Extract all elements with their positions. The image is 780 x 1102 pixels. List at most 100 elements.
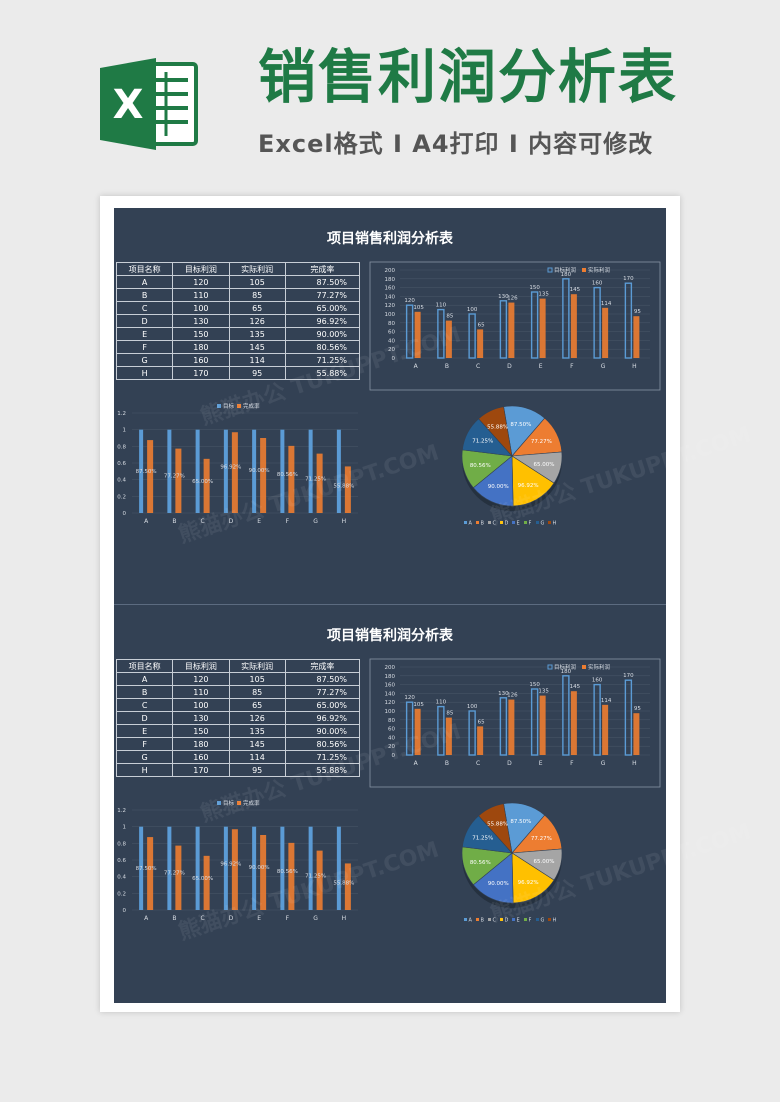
- legend-label: E: [517, 918, 520, 924]
- data-label: 110: [436, 700, 447, 706]
- banner-header: X 销售利润分析表 Excel格式 I A4打印 I 内容可修改: [0, 0, 780, 200]
- table-row: A 120 105 87.50%: [115, 275, 361, 289]
- table-cell: E: [115, 327, 174, 341]
- legend-swatch: [488, 521, 491, 524]
- bar-target: [139, 429, 144, 513]
- data-label: 150: [529, 682, 540, 688]
- bar-actual: [477, 726, 484, 755]
- table-cell: 145: [228, 737, 286, 751]
- table-row: G 160 114 71.25%: [115, 750, 361, 764]
- table-cell: 65: [228, 301, 286, 315]
- pie-data-label: 65.00%: [534, 859, 555, 865]
- bar-actual: [508, 699, 515, 755]
- pie-data-label: 90.00%: [488, 484, 509, 490]
- bar-rate: [288, 445, 295, 513]
- column-header: 项目名称: [115, 262, 174, 276]
- y-tick-label: 20: [388, 744, 395, 750]
- table-cell: 55.88%: [284, 763, 361, 777]
- table-cell: 71.25%: [284, 750, 361, 764]
- bar-rate: [203, 458, 210, 513]
- table-row: H 170 95 55.88%: [115, 763, 361, 777]
- table-cell: A: [115, 672, 174, 686]
- table-cell: 96.92%: [284, 314, 361, 328]
- bar-actual: [539, 695, 546, 755]
- y-tick-label: 0: [392, 356, 396, 362]
- legend-swatch: [237, 404, 241, 408]
- table-cell: B: [115, 288, 174, 302]
- bar-rate: [260, 438, 267, 513]
- y-tick-label: 0: [123, 511, 127, 517]
- x-tick-label: D: [229, 518, 234, 525]
- y-tick-label: 1: [123, 825, 127, 831]
- y-tick-label: 80: [388, 321, 395, 327]
- legend-label: H: [553, 918, 557, 924]
- legend-label: F: [529, 918, 532, 924]
- bar-target: [405, 701, 414, 756]
- table-cell: 95: [228, 763, 286, 777]
- x-tick-label: H: [342, 915, 347, 922]
- data-label: 135: [538, 292, 549, 298]
- data-label: 65.00%: [192, 876, 213, 882]
- y-tick-label: 0.6: [117, 858, 126, 864]
- column-header: 完成率: [284, 262, 361, 276]
- table-cell: 135: [228, 724, 286, 738]
- pie-slice: [478, 406, 513, 457]
- rate-bar-chart: 0 0.2 0.4 0.6 0.8 1 1.2 87.50% A 77.27% B 65.00% C 96…: [117, 799, 358, 922]
- table-cell: 80.56%: [284, 737, 361, 751]
- legend-swatch: [237, 801, 241, 805]
- x-tick-label: F: [570, 760, 574, 767]
- legend-swatch: [547, 664, 553, 670]
- data-label: 145: [570, 287, 581, 293]
- table-cell: 77.27%: [284, 288, 361, 302]
- y-tick-label: 0.4: [117, 478, 126, 484]
- pie-data-label: 65.00%: [534, 462, 555, 468]
- column-header: 目标利润: [172, 262, 230, 276]
- pie-data-label: 55.88%: [487, 424, 508, 430]
- bar-actual: [508, 302, 515, 358]
- table-cell: 126: [228, 711, 286, 725]
- table-cell: 85: [228, 685, 286, 699]
- data-label: 105: [413, 702, 424, 708]
- pie-data-label: 96.92%: [518, 880, 539, 886]
- profit-table: 项目名称 目标利润 实际利润 完成率 A 120 105 87.50% B 110 85 77.27%…: [115, 262, 361, 380]
- data-label: 90.00%: [249, 865, 270, 871]
- profit-bar-chart: 020406080100120140160180200120105A11085B…: [369, 261, 661, 391]
- x-tick-label: A: [414, 760, 419, 767]
- bar-rate: [175, 448, 182, 513]
- bar-target: [223, 826, 228, 910]
- legend-swatch: [582, 268, 586, 272]
- x-tick-label: A: [144, 915, 149, 922]
- legend-label: 完成率: [243, 799, 260, 807]
- y-tick-label: 0.2: [117, 891, 126, 897]
- table-cell: 96.92%: [284, 711, 361, 725]
- bar-target: [624, 679, 633, 756]
- table-row: A 120 105 87.50%: [115, 672, 361, 686]
- legend-swatch: [548, 521, 551, 524]
- table-cell: 55.88%: [284, 366, 361, 380]
- x-tick-label: H: [632, 760, 637, 767]
- y-tick-label: 0.8: [117, 841, 126, 847]
- bar-target: [624, 282, 633, 359]
- y-tick-label: 0.2: [117, 494, 126, 500]
- x-tick-label: A: [144, 518, 149, 525]
- table-cell: 90.00%: [284, 327, 361, 341]
- legend-label: G: [541, 521, 545, 527]
- y-tick-label: 200: [385, 665, 396, 671]
- bar-rate: [316, 453, 323, 513]
- legend-swatch: [464, 521, 467, 524]
- x-tick-label: C: [201, 518, 205, 525]
- bar-actual: [445, 717, 452, 755]
- x-tick-label: E: [257, 915, 261, 922]
- table-cell: 100: [172, 301, 230, 315]
- bar-actual: [570, 294, 577, 358]
- legend-swatch: [524, 918, 527, 921]
- legend-swatch: [500, 918, 503, 921]
- x-tick-label: E: [539, 760, 543, 767]
- bar-rate: [203, 855, 210, 910]
- bar-target: [468, 313, 476, 359]
- table-cell: 114: [228, 750, 286, 764]
- bar-actual: [477, 329, 484, 358]
- table-cell: 95: [228, 366, 286, 380]
- table-row: F 180 145 80.56%: [115, 737, 361, 751]
- legend-label: F: [529, 521, 532, 527]
